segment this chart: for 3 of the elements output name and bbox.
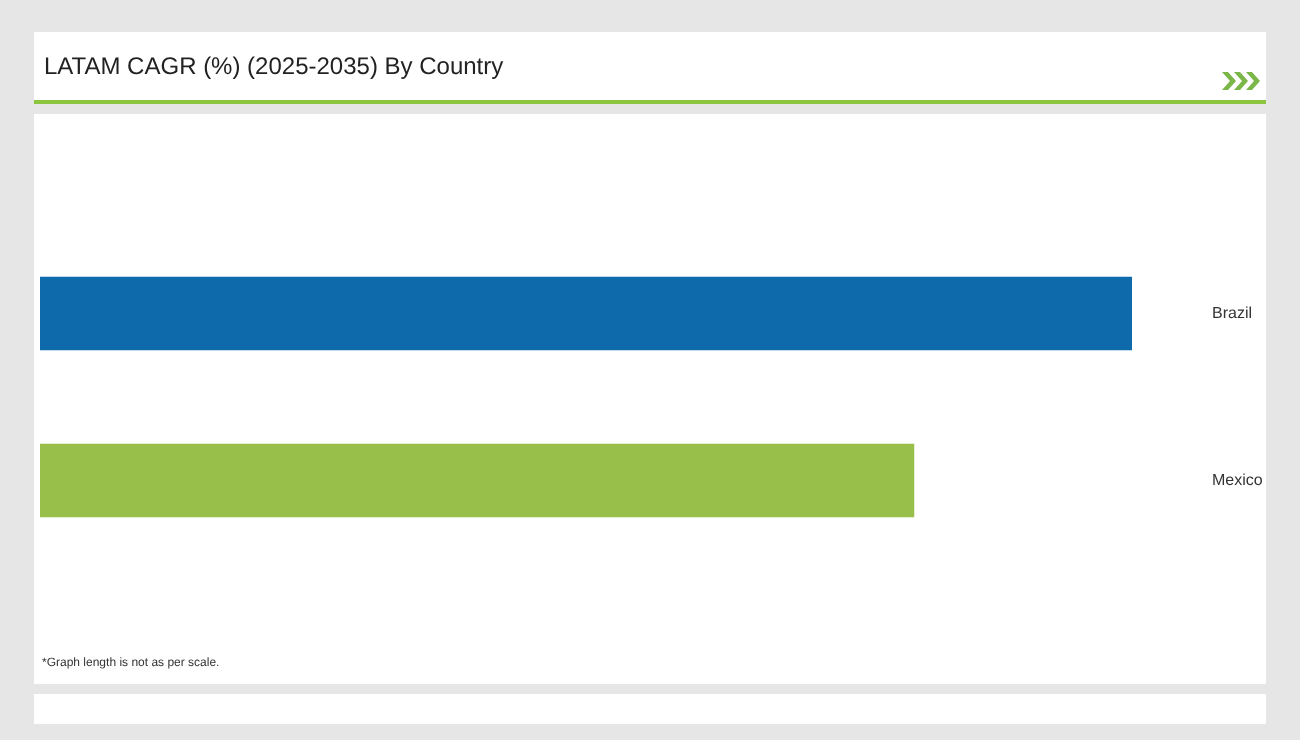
- chart-title: LATAM CAGR (%) (2025-2035) By Country: [44, 52, 504, 80]
- y-tick-label: Mexico: [1212, 470, 1264, 489]
- y-tick-label: Brazil: [1212, 303, 1253, 322]
